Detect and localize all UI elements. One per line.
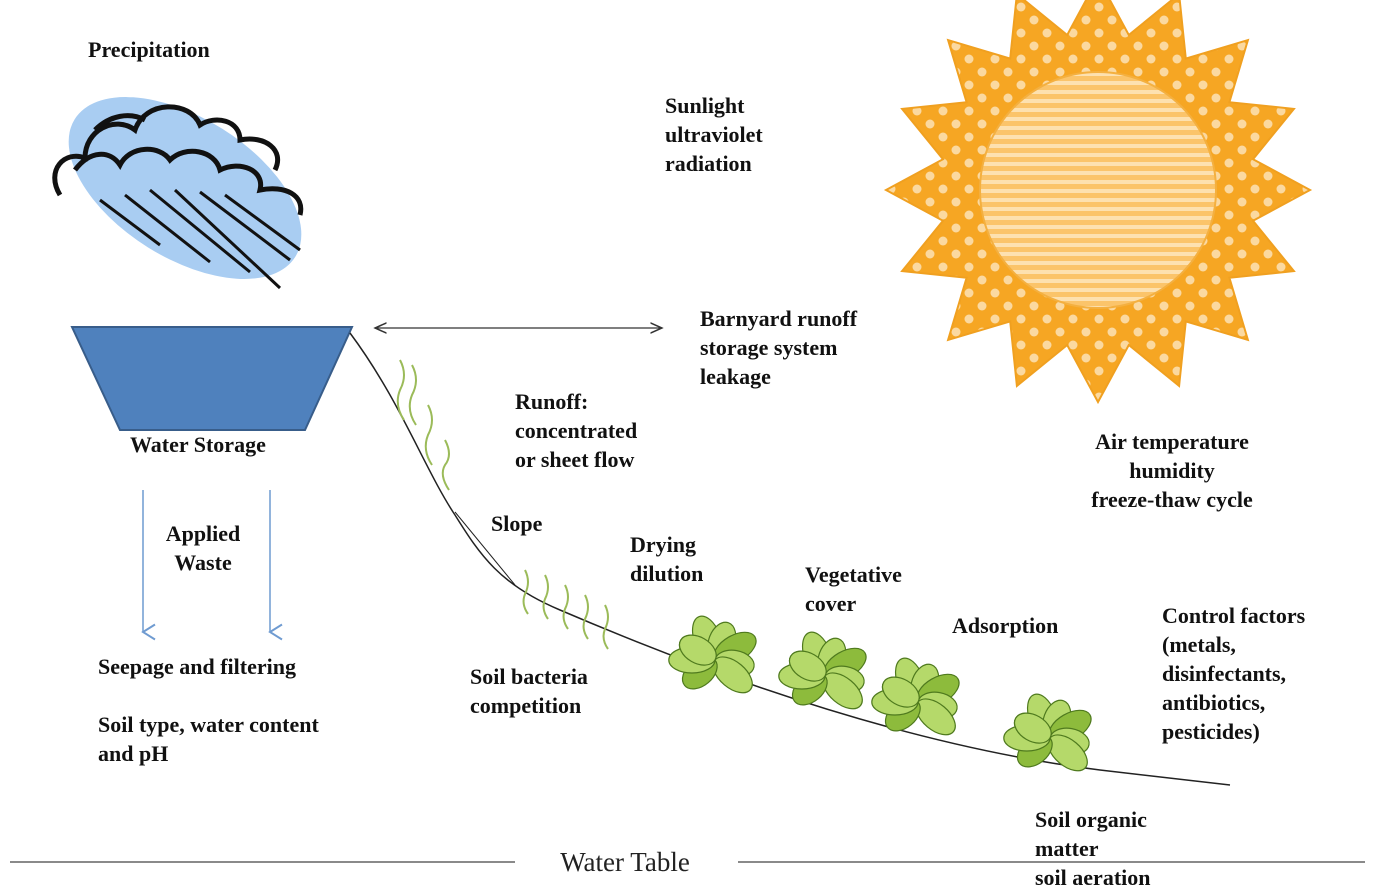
slope-line <box>349 332 1231 786</box>
label-line: Runoff: <box>515 389 588 414</box>
sun-disc <box>979 71 1217 309</box>
label-line: Soil bacteria <box>470 664 588 689</box>
label-line: radiation <box>665 151 752 176</box>
label-line: Barnyard runoff <box>700 306 858 331</box>
label-line: Control factors <box>1162 603 1306 628</box>
leaf <box>788 650 827 682</box>
label-line: storage system <box>700 335 837 360</box>
label-line: and pH <box>98 741 168 766</box>
plants <box>668 615 1092 772</box>
label-line: Precipitation <box>88 37 210 62</box>
label-line: humidity <box>1129 458 1215 483</box>
label-line: leakage <box>700 364 771 389</box>
label-line: Soil type, water content <box>98 712 319 737</box>
label-line: Applied <box>166 521 241 546</box>
label-line: Water Storage <box>130 432 266 457</box>
sun <box>883 0 1313 405</box>
labels: Precipitation Sunlight ultraviolet radiatio… <box>88 37 1306 886</box>
grass <box>396 359 609 650</box>
water-storage-basin <box>70 326 354 431</box>
label-line: freeze-thaw cycle <box>1091 487 1253 512</box>
label-line: disinfectants, <box>1162 661 1286 686</box>
label-line: dilution <box>630 561 703 586</box>
leaf <box>678 634 717 666</box>
label-line: cover <box>805 591 857 616</box>
label-line: soil aeration <box>1035 865 1151 886</box>
label-line: antibiotics, <box>1162 690 1265 715</box>
label-line: Adsorption <box>952 613 1058 638</box>
slope-line <box>454 511 516 586</box>
label-line: competition <box>470 693 581 718</box>
label-line: Waste <box>174 550 232 575</box>
label-line: Vegetative <box>805 562 902 587</box>
label-line: Drying <box>630 532 696 557</box>
leaf <box>881 676 920 708</box>
label-line: ultraviolet <box>665 122 763 147</box>
label-line: Sunlight <box>665 93 745 118</box>
label-line: concentrated <box>515 418 637 443</box>
plant <box>668 615 757 694</box>
plant <box>871 657 960 736</box>
leaf <box>1013 712 1052 744</box>
label-line: Slope <box>491 511 543 536</box>
plant <box>1003 693 1092 772</box>
label-line: pesticides) <box>1162 719 1260 744</box>
label-line: Seepage and filtering <box>98 654 296 679</box>
label-line: (metals, <box>1162 632 1236 657</box>
label-line: matter <box>1035 836 1099 861</box>
cloud <box>52 97 304 290</box>
label-line: Air temperature <box>1095 429 1249 454</box>
water-table-label: Water Table <box>560 847 690 877</box>
plant <box>778 631 867 710</box>
label-line: or sheet flow <box>515 447 634 472</box>
label-line: Soil organic <box>1035 807 1147 832</box>
